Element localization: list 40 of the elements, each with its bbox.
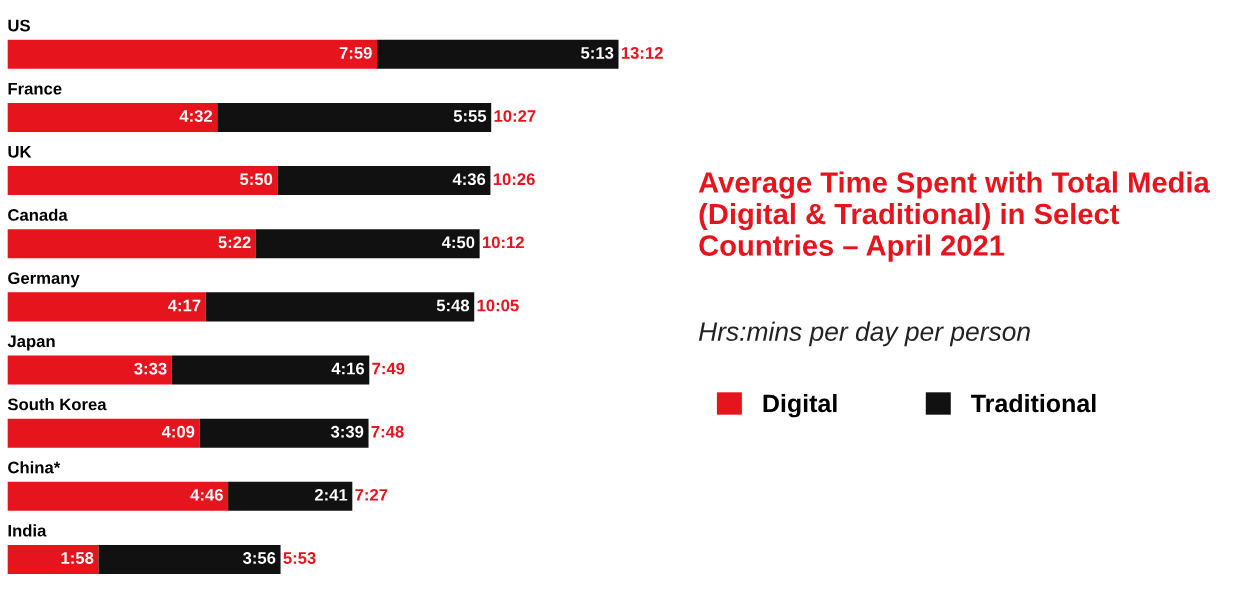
data-label: 4:36 <box>452 173 486 186</box>
legend-label: Digital <box>763 393 837 418</box>
y-tick-label: US <box>8 19 30 32</box>
data-label: 5:55 <box>453 110 487 122</box>
y-tick-label: Canada <box>8 208 68 221</box>
data-label: 3:56 <box>242 552 276 564</box>
total-label: 10:12 <box>483 236 524 249</box>
data-label: 4:46 <box>190 488 223 501</box>
y-tick-label: Japan <box>7 335 55 351</box>
data-label: 4:50 <box>441 236 475 249</box>
y-tick-label: India <box>8 524 47 537</box>
y-tick-label: France <box>8 82 62 95</box>
data-label: 4:09 <box>161 425 195 438</box>
data-label: 4:16 <box>331 362 365 375</box>
y-tick-label: Germany <box>8 272 80 288</box>
total-label: 5:53 <box>283 552 316 564</box>
y-tick-label: South Korea <box>7 398 107 411</box>
data-label: 5:13 <box>581 47 614 59</box>
data-label: 2:41 <box>314 488 348 501</box>
data-label: 7:59 <box>339 47 372 59</box>
total-label: 13:12 <box>621 47 663 59</box>
y-tick-label: UK <box>8 146 32 158</box>
data-label: 5:22 <box>218 236 251 249</box>
data-label: 5:48 <box>436 299 470 312</box>
data-label: 3:39 <box>330 425 364 438</box>
total-label: 10:05 <box>477 299 519 312</box>
total-label: 7:48 <box>371 425 404 438</box>
data-label: 1:58 <box>61 552 94 564</box>
y-tick-label: China* <box>8 461 61 474</box>
total-label: 7:27 <box>355 488 388 501</box>
data-label: 5:50 <box>240 173 273 186</box>
data-label: 4:32 <box>179 110 213 122</box>
legend-label: Traditional <box>971 393 1096 413</box>
data-label: 3:33 <box>134 362 167 375</box>
text: Average Time Spent with Total Media (Digital & Traditional) in Select Countries – April 2021 <box>698 171 1210 262</box>
total-label: 7:49 <box>372 362 405 375</box>
data-label: 4:17 <box>168 299 201 312</box>
total-label: 10:27 <box>494 110 536 122</box>
total-label: 10:26 <box>493 173 535 186</box>
text: Hrs:mins per day per person <box>698 321 1030 347</box>
